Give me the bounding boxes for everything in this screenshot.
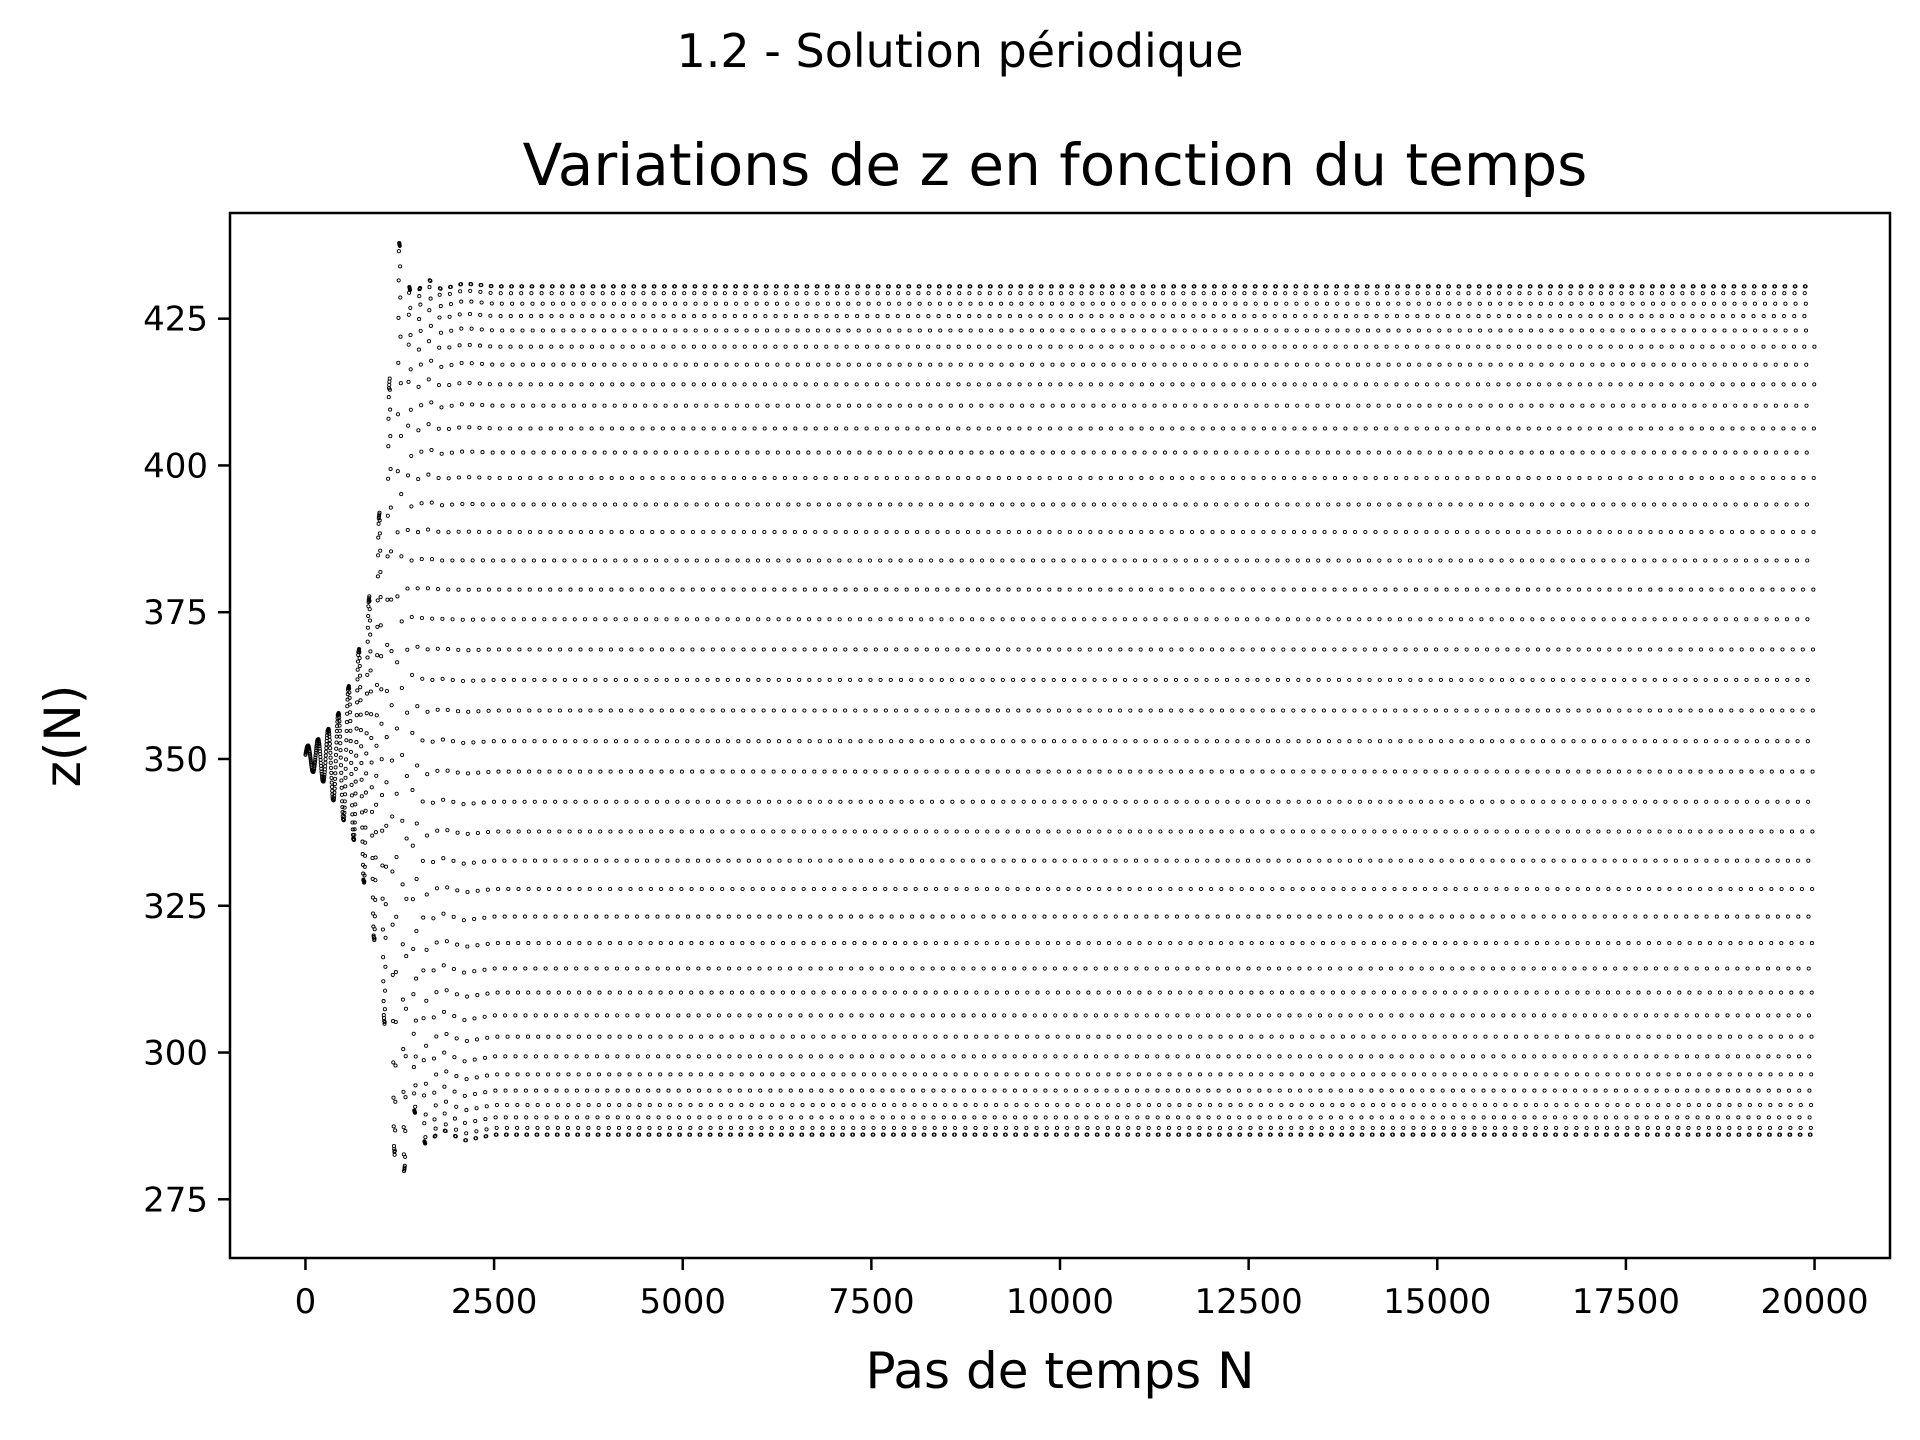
y-tick-label: 350 [143, 740, 208, 780]
x-tick-label: 5000 [639, 1282, 726, 1322]
x-tick-label: 0 [295, 1282, 317, 1322]
chart-title: Variations de z en fonction du temps [523, 131, 1588, 199]
y-tick-label: 325 [143, 887, 208, 927]
y-tick-label: 275 [143, 1180, 208, 1220]
x-axis: 0 2500 5000 7500 10000 12500 15000 17500 20000 [295, 1258, 1869, 1322]
figure-suptitle: 1.2 - Solution périodique [677, 24, 1244, 78]
y-axis-label: z(N) [34, 685, 92, 788]
x-tick-label: 12500 [1195, 1282, 1303, 1322]
x-tick-label: 15000 [1383, 1282, 1491, 1322]
y-tick-label: 375 [143, 593, 208, 633]
y-axis: 275 300 325 350 375 400 425 [143, 300, 230, 1220]
x-axis-label: Pas de temps N [865, 1342, 1254, 1400]
y-tick-label: 400 [143, 446, 208, 486]
x-tick-label: 2500 [451, 1282, 538, 1322]
data-points [303, 241, 1817, 1174]
x-tick-label: 10000 [1006, 1282, 1114, 1322]
plot-area [228, 211, 1892, 1260]
x-tick-label: 7500 [828, 1282, 915, 1322]
x-tick-label: 17500 [1572, 1282, 1680, 1322]
y-tick-label: 425 [143, 300, 208, 340]
y-tick-label: 300 [143, 1034, 208, 1074]
axes-frame [228, 211, 1892, 1260]
series-points [303, 241, 1817, 1174]
x-tick-label: 20000 [1760, 1282, 1868, 1322]
